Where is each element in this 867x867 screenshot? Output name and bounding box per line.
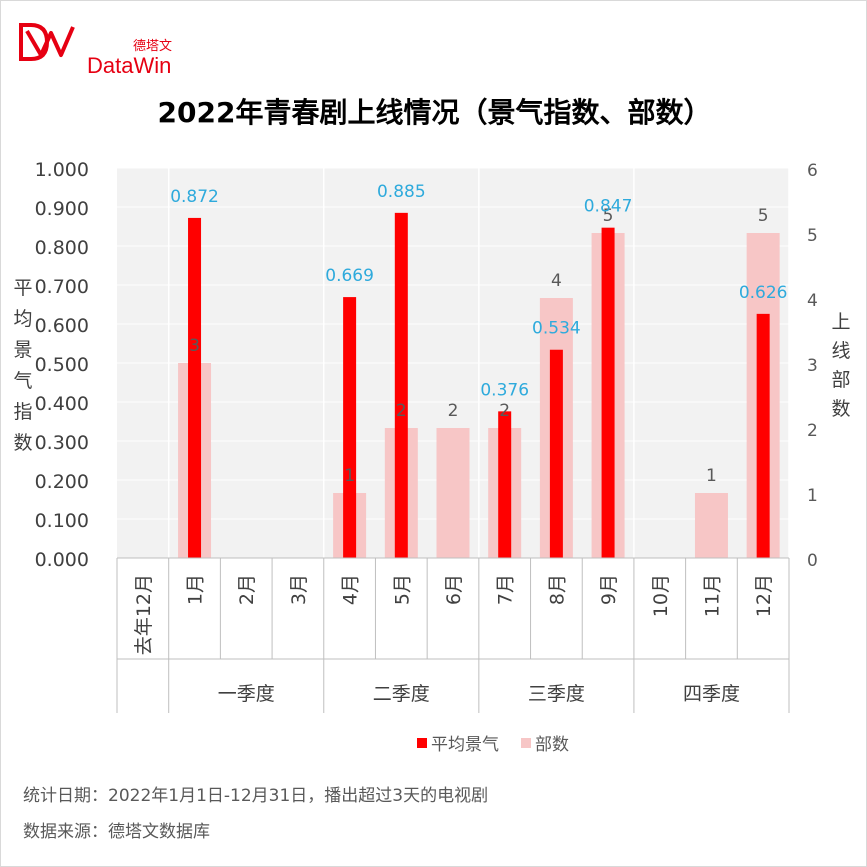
y-left-tick-label: 0.700 xyxy=(35,276,89,298)
y-right-tick-label: 4 xyxy=(807,291,818,311)
y-right-tick-label: 6 xyxy=(807,161,818,181)
category-label: 4月 xyxy=(340,574,362,605)
y-left-axis-title-char: 平 xyxy=(13,277,32,299)
datawin-logo-icon xyxy=(19,23,75,61)
y-left-tick-label: 0.800 xyxy=(35,237,89,259)
quarter-label: 三季度 xyxy=(528,683,585,705)
data-label-count: 1 xyxy=(706,466,717,486)
y-right-axis-title-char: 数 xyxy=(831,398,850,420)
y-right-tick-label: 5 xyxy=(807,226,818,246)
data-label-count: 5 xyxy=(603,206,614,226)
y-left-tick-label: 0.200 xyxy=(35,471,89,493)
data-label-index: 0.534 xyxy=(532,319,581,339)
quarter-label: 四季度 xyxy=(683,683,740,705)
category-label: 9月 xyxy=(598,574,620,605)
y-right-tick-label: 2 xyxy=(807,421,818,441)
quarter-label: 一季度 xyxy=(218,683,275,705)
y-left-axis-title-char: 均 xyxy=(13,308,32,330)
quarter-label: 二季度 xyxy=(373,683,430,705)
brand-logo: 德塔文 DataWin xyxy=(17,19,187,78)
bar-index xyxy=(343,297,357,558)
y-right-tick-label: 1 xyxy=(807,486,818,506)
data-label-count: 2 xyxy=(448,401,459,421)
footnote-source: 数据来源：德塔文数据库 xyxy=(23,822,210,842)
data-label-index: 0.669 xyxy=(325,266,374,286)
y-left-axis-title-char: 景 xyxy=(13,339,32,361)
y-left-tick-label: 1.000 xyxy=(35,159,89,181)
legend-label: 平均景气 xyxy=(431,735,499,755)
y-right-axis-title-char: 上 xyxy=(831,311,850,333)
y-left-axis-title-char: 数 xyxy=(13,432,32,454)
data-label-count: 2 xyxy=(396,401,407,421)
y-left-tick-label: 0.100 xyxy=(35,510,89,532)
y-left-axis-title-char: 气 xyxy=(13,370,32,392)
data-label-index: 0.376 xyxy=(480,380,529,400)
legend-swatch xyxy=(521,738,531,748)
category-label: 3月 xyxy=(288,574,310,605)
y-left-tick-label: 0.900 xyxy=(35,198,89,220)
bar-count xyxy=(436,428,470,558)
y-right-tick-label: 3 xyxy=(807,356,818,376)
y-left-tick-label: 0.600 xyxy=(35,315,89,337)
category-label: 5月 xyxy=(391,574,413,605)
legend-swatch xyxy=(417,738,427,748)
bar-index xyxy=(498,411,512,558)
data-label-index: 0.885 xyxy=(377,182,426,202)
bar-count xyxy=(694,493,728,558)
category-label: 1月 xyxy=(185,574,207,605)
category-label: 去年12月 xyxy=(133,574,155,655)
data-label-count: 4 xyxy=(551,271,562,291)
category-label: 7月 xyxy=(495,574,517,605)
bar-index xyxy=(188,217,202,559)
bar-index xyxy=(601,227,615,559)
legend-label: 部数 xyxy=(535,735,569,755)
data-label-count: 5 xyxy=(758,206,769,226)
data-label-count: 2 xyxy=(499,401,510,421)
y-left-tick-label: 0.000 xyxy=(35,549,89,571)
chart-title: 2022年青春剧上线情况（景气指数、部数） xyxy=(157,96,712,129)
y-left-tick-label: 0.300 xyxy=(35,432,89,454)
category-label: 10月 xyxy=(650,574,672,617)
category-label: 11月 xyxy=(701,574,723,617)
footnote-date: 统计日期：2022年1月1日-12月31日，播出超过3天的电视剧 xyxy=(23,786,489,806)
category-label: 6月 xyxy=(443,574,465,605)
brand-name-cn: 德塔文 xyxy=(133,39,173,54)
y-right-axis-title-char: 部 xyxy=(831,369,850,391)
bar-index xyxy=(394,212,408,558)
y-right-axis-title-char: 线 xyxy=(831,340,850,362)
brand-name-en: DataWin xyxy=(87,53,172,78)
category-label: 12月 xyxy=(753,574,775,617)
y-left-axis-title-char: 指 xyxy=(13,401,32,423)
category-label: 2月 xyxy=(236,574,258,605)
y-right-tick-label: 0 xyxy=(807,551,818,571)
bar-index xyxy=(756,313,770,558)
data-label-index: 0.847 xyxy=(584,197,633,217)
data-label-count: 1 xyxy=(344,466,355,486)
y-left-tick-label: 0.400 xyxy=(35,393,89,415)
y-left-tick-label: 0.500 xyxy=(35,354,89,376)
data-label-index: 0.872 xyxy=(170,187,219,207)
data-label-count: 3 xyxy=(189,336,200,356)
bar-index xyxy=(549,349,563,558)
category-label: 8月 xyxy=(546,574,568,605)
data-label-index: 0.626 xyxy=(739,283,788,303)
combo-chart: 0.000 0.100 0.200 0.300 0.400 0.500 0.600 0.700… xyxy=(13,159,850,755)
